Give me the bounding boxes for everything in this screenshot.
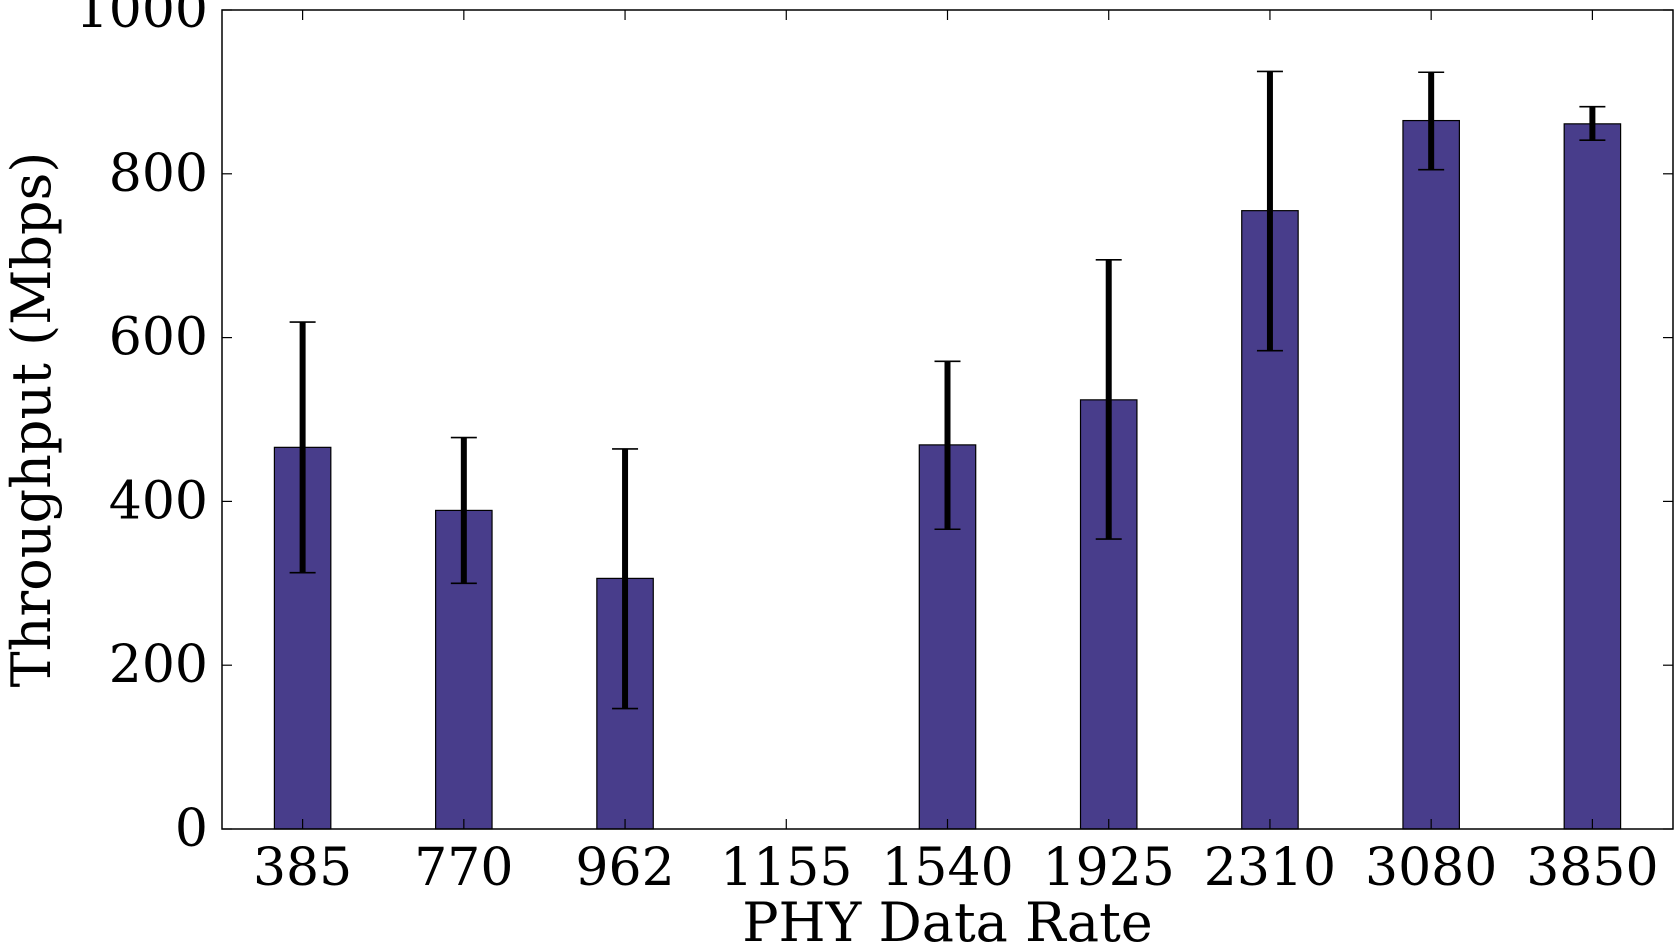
- y-tick-label-200: 200: [109, 635, 208, 695]
- x-tick-label-770: 770: [414, 838, 513, 898]
- x-tick-label-1155: 1155: [720, 838, 852, 898]
- bar-3850: [1563, 123, 1622, 830]
- y-axis-label: Throughput (Mbps): [0, 152, 63, 688]
- x-tick-label-962: 962: [575, 838, 674, 898]
- x-tick-label-1540: 1540: [881, 838, 1013, 898]
- x-tick-label-385: 385: [253, 838, 352, 898]
- y-tick-label-400: 400: [109, 471, 208, 531]
- x-tick-label-2310: 2310: [1204, 838, 1336, 898]
- tick-labels-layer: 0 200 400 600 800 1000 385 770 962 1155 1540 1925 23…: [76, 0, 1659, 898]
- x-tick-label-3080: 3080: [1365, 838, 1497, 898]
- x-axis-label: PHY Data Rate: [742, 891, 1153, 949]
- y-tick-label-600: 600: [109, 308, 208, 368]
- error-bars-layer: [289, 70, 1606, 710]
- y-tick-label-0: 0: [175, 799, 208, 859]
- x-tick-label-1925: 1925: [1043, 838, 1175, 898]
- y-tick-label-800: 800: [109, 144, 208, 204]
- ticks-layer: [222, 9, 1673, 830]
- x-tick-label-3850: 3850: [1526, 838, 1658, 898]
- bar-3080: [1402, 119, 1460, 830]
- y-tick-label-1000: 1000: [76, 0, 208, 40]
